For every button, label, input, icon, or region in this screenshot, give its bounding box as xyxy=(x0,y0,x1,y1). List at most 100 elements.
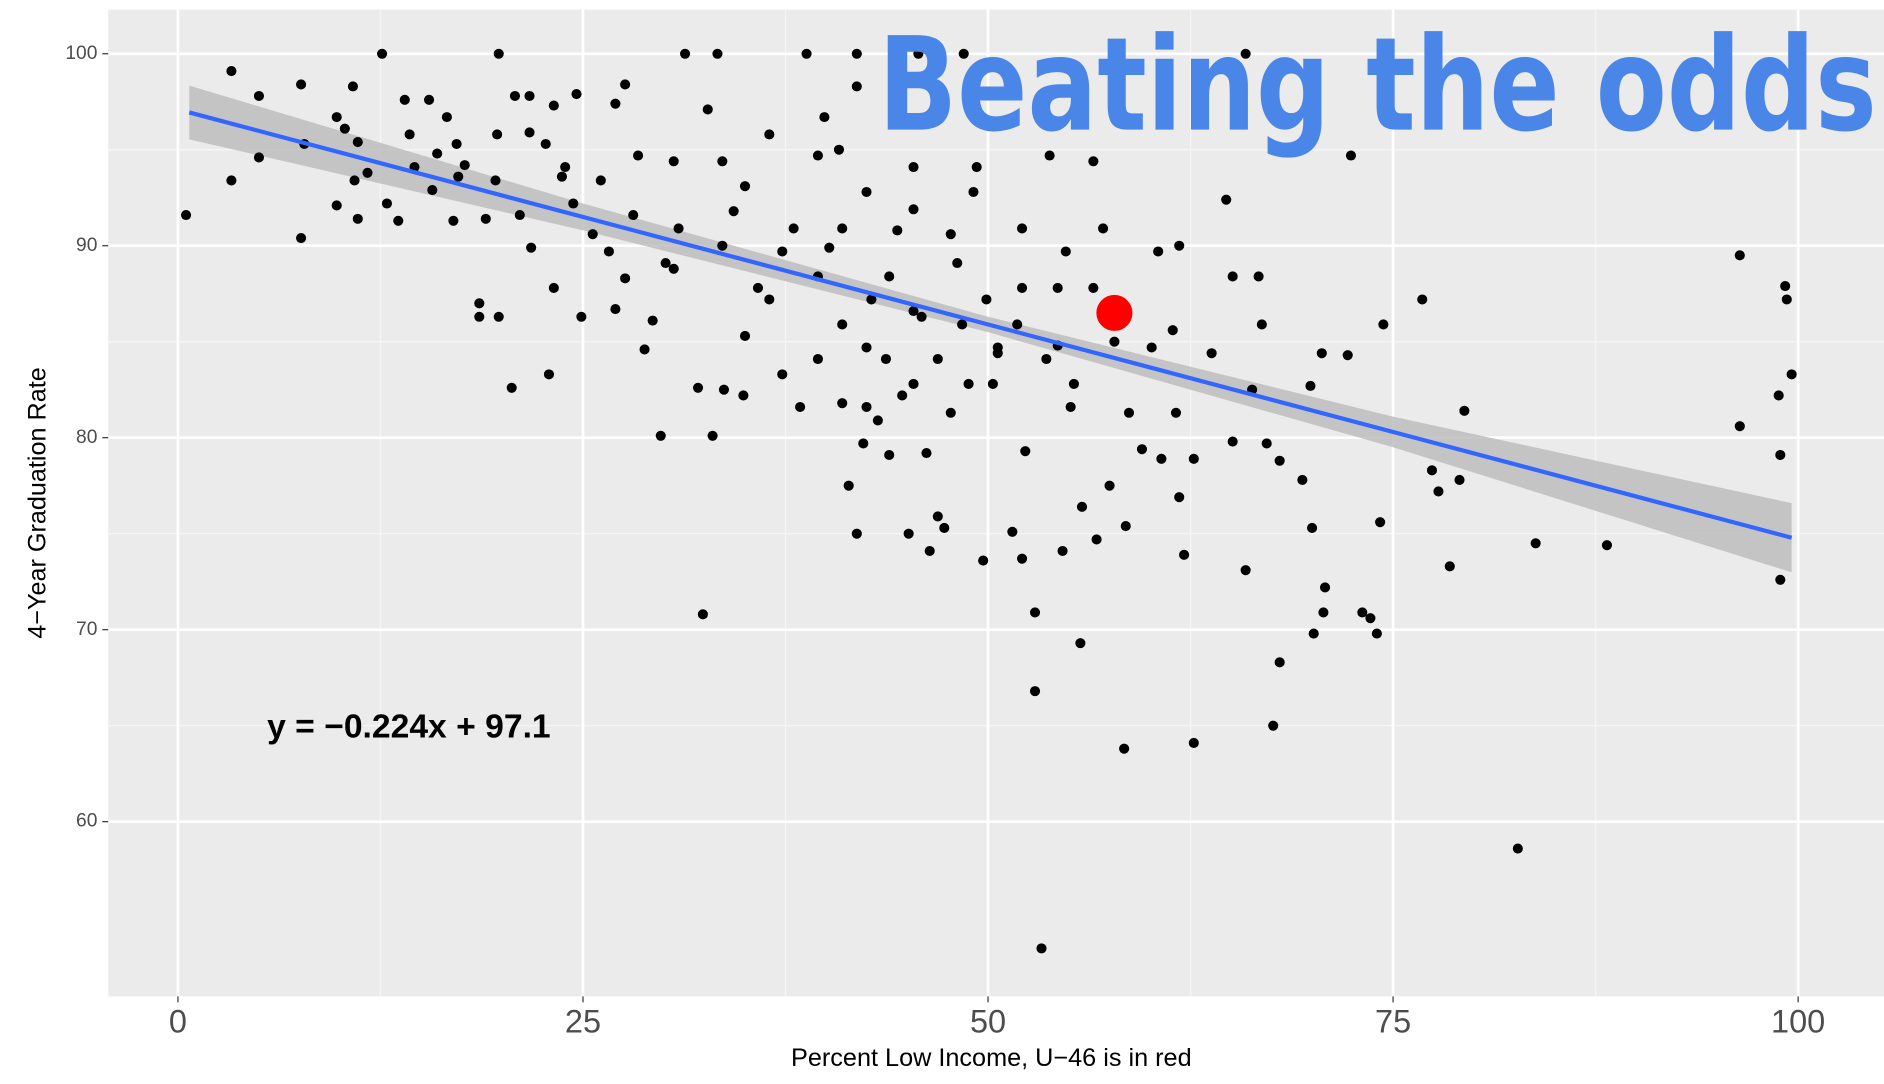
school-point xyxy=(1512,843,1523,854)
school-point xyxy=(739,181,751,192)
school-point xyxy=(480,213,491,224)
school-point xyxy=(812,353,823,365)
school-point xyxy=(1454,474,1465,485)
school-point xyxy=(253,152,265,163)
school-point xyxy=(801,48,812,59)
school-point xyxy=(1221,194,1232,205)
school-point xyxy=(1601,540,1613,551)
highlight-point xyxy=(1096,294,1133,331)
school-point xyxy=(866,294,877,305)
school-point xyxy=(851,81,862,92)
school-point xyxy=(1146,342,1157,353)
equation: y = −0.224x + 97.1 xyxy=(267,709,551,746)
school-point xyxy=(352,213,363,224)
school-point xyxy=(1775,449,1786,461)
title: Beating the odds xyxy=(878,10,1877,161)
school-point xyxy=(556,171,567,182)
school-point xyxy=(660,257,671,269)
school-point xyxy=(377,48,388,59)
school-point xyxy=(764,129,775,140)
school-point xyxy=(1227,271,1238,282)
school-point xyxy=(474,298,485,309)
school-point xyxy=(692,382,704,393)
school-point xyxy=(610,98,621,109)
school-point xyxy=(945,229,956,240)
school-point xyxy=(393,215,404,226)
school-point xyxy=(1206,348,1217,359)
school-point xyxy=(1119,743,1130,754)
school-point xyxy=(824,242,835,253)
x-tick-label: 50 xyxy=(970,1004,1006,1040)
school-point xyxy=(884,449,895,461)
school-point xyxy=(493,311,504,322)
school-point xyxy=(399,94,410,105)
school-point xyxy=(1268,720,1279,731)
school-point xyxy=(1120,520,1131,532)
school-point xyxy=(1253,271,1264,282)
school-point xyxy=(603,246,614,257)
school-point xyxy=(1371,628,1382,639)
school-point xyxy=(1308,628,1319,639)
school-point xyxy=(1227,436,1238,447)
school-point xyxy=(1088,156,1099,167)
school-point xyxy=(833,144,845,155)
school-point xyxy=(908,305,919,317)
school-point xyxy=(903,528,914,539)
school-point xyxy=(655,430,666,441)
school-point xyxy=(1170,407,1182,418)
school-point xyxy=(968,186,979,198)
y-tick-label: 80 xyxy=(76,427,97,448)
school-point xyxy=(1044,150,1055,161)
school-point xyxy=(921,448,932,459)
school-point xyxy=(1426,465,1438,476)
school-point xyxy=(717,240,728,251)
school-point xyxy=(1365,613,1376,624)
school-point xyxy=(908,204,919,215)
school-point xyxy=(861,186,872,198)
school-point xyxy=(571,89,582,100)
school-point xyxy=(1775,574,1786,585)
school-point xyxy=(1459,405,1470,416)
school-point xyxy=(738,390,749,401)
school-point xyxy=(560,161,571,173)
school-point xyxy=(858,438,869,449)
school-point xyxy=(1012,319,1023,330)
x-axis-label: Percent Low Income, U−46 is in red xyxy=(791,1044,1192,1072)
school-point xyxy=(1188,737,1199,748)
school-point xyxy=(1029,686,1041,697)
school-point xyxy=(819,112,830,123)
school-point xyxy=(837,398,848,409)
school-point xyxy=(958,48,969,59)
school-point xyxy=(524,90,535,102)
school-point xyxy=(1188,453,1199,464)
school-point xyxy=(1076,501,1088,512)
school-point xyxy=(861,401,872,413)
school-point xyxy=(668,263,679,274)
school-point xyxy=(1780,281,1791,292)
school-point xyxy=(717,156,728,167)
school-point xyxy=(1041,353,1052,365)
school-point xyxy=(1316,348,1327,359)
x-tick-label: 0 xyxy=(169,1004,187,1040)
school-point xyxy=(1318,607,1329,618)
school-point xyxy=(963,378,974,390)
school-point xyxy=(697,609,708,620)
school-point xyxy=(1036,943,1047,954)
school-point xyxy=(296,79,307,90)
school-point xyxy=(352,137,363,148)
school-point xyxy=(812,150,823,161)
school-point xyxy=(493,48,504,59)
school-point xyxy=(728,206,739,217)
y-tick-label: 90 xyxy=(76,235,97,256)
school-point xyxy=(509,90,520,102)
school-point xyxy=(620,273,631,284)
school-point xyxy=(1136,444,1148,455)
school-point xyxy=(1307,522,1318,533)
school-point xyxy=(1123,407,1135,418)
school-point xyxy=(1017,282,1028,294)
school-point xyxy=(702,104,713,115)
school-point xyxy=(1305,380,1316,391)
school-point xyxy=(451,138,462,150)
school-point xyxy=(347,81,358,92)
